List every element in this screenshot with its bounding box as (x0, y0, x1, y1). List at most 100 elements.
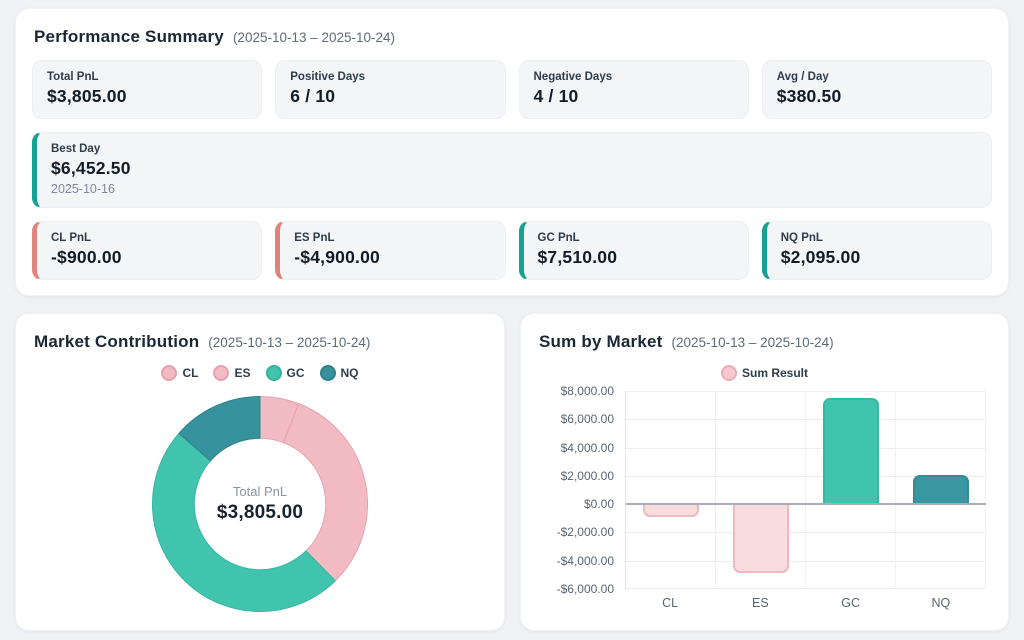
y-tick-label: $6,000.00 (560, 412, 614, 427)
best-day-tile: Best Day $6,452.50 2025-10-16 (32, 132, 992, 208)
bar-GC (823, 397, 879, 505)
stat-label: Avg / Day (776, 71, 829, 83)
market-tile-es-pnl: ES PnL -$4,900.00 (275, 221, 506, 280)
sum-result-swatch-icon (720, 365, 737, 381)
donut-slice-NQ (178, 395, 261, 462)
market-tile-value: -$900.00 (51, 247, 122, 267)
bar-ES (733, 505, 789, 574)
market-tile-label: GC PnL (537, 232, 580, 244)
bar-plot-area (625, 391, 986, 589)
market-contribution-title: Market Contribution (34, 332, 200, 351)
sum-by-market-title: Sum by Market (539, 332, 663, 351)
bar-chart: $8,000.00 $6,000.00 $4,000.00 $2,000.00 $0.0… (537, 384, 992, 596)
market-tile-value: -$4,900.00 (294, 247, 380, 267)
vertical-gridline (895, 391, 896, 589)
donut-slice-GC (151, 432, 337, 613)
donut-legend: CL ES GC NQ (32, 365, 488, 381)
gridline (626, 560, 986, 562)
gc-swatch-icon (265, 365, 282, 381)
market-contribution-date-range: (2025-10-13 – 2025-10-24) (208, 335, 371, 350)
legend-label: GC (286, 366, 305, 380)
x-tick-label: CL (662, 596, 679, 610)
zero-line (626, 503, 986, 506)
stat-value: $3,805.00 (47, 86, 127, 106)
donut-slice-ES (282, 402, 369, 582)
donut-center-text: Total PnL $3,805.00 (217, 484, 303, 524)
market-tile-label: NQ PnL (780, 232, 823, 244)
bar-CL (643, 505, 699, 517)
market-tile-value: $2,095.00 (780, 247, 861, 267)
legend-item-sum-result[interactable]: Sum Result (720, 365, 808, 381)
vertical-gridline (715, 391, 716, 589)
market-tile-cl-pnl: CL PnL -$900.00 (32, 221, 263, 280)
sum-by-market-date-range: (2025-10-13 – 2025-10-24) (671, 335, 834, 350)
gridline (626, 588, 986, 589)
y-tick-label: -$2,000.00 (556, 525, 614, 540)
bottom-row: Market Contribution (2025-10-13 – 2025-1… (15, 313, 1009, 631)
stat-tile-positive-days: Positive Days 6 / 10 (275, 60, 506, 119)
vertical-gridline (985, 391, 986, 589)
y-tick-label: $2,000.00 (560, 468, 614, 483)
gridline (626, 475, 986, 477)
best-day-date: 2025-10-16 (51, 182, 115, 196)
stat-tile-negative-days: Negative Days 4 / 10 (518, 60, 749, 119)
performance-summary-date-range: (2025-10-13 – 2025-10-24) (232, 30, 396, 45)
donut-center-value: $3,805.00 (216, 502, 304, 523)
bar-NQ (913, 474, 969, 505)
stats-row: Total PnL $3,805.00 Positive Days 6 / 10… (32, 60, 992, 119)
es-swatch-icon (213, 365, 230, 381)
sum-by-market-card: Sum by Market (2025-10-13 – 2025-10-24) … (520, 313, 1009, 631)
stat-value: 6 / 10 (290, 86, 336, 106)
gridline (626, 532, 986, 534)
gridline (626, 391, 986, 392)
vertical-gridline (805, 391, 806, 589)
donut-chart: Total PnL $3,805.00 (32, 391, 488, 617)
donut-chart-svg (151, 395, 369, 613)
y-axis-labels: $8,000.00 $6,000.00 $4,000.00 $2,000.00 $0.0… (537, 384, 625, 596)
stat-value: $380.50 (776, 86, 842, 106)
sum-by-market-header: Sum by Market (2025-10-13 – 2025-10-24) (539, 332, 990, 352)
performance-summary-title: Performance Summary (34, 27, 224, 46)
legend-label: Sum Result (741, 366, 808, 380)
legend-item-cl[interactable]: CL (161, 365, 198, 381)
stat-label: Negative Days (533, 71, 613, 83)
best-day-value: $6,452.50 (51, 158, 131, 178)
legend-label: CL (182, 366, 199, 380)
donut-center-label: Total PnL (232, 484, 288, 499)
market-contribution-card: Market Contribution (2025-10-13 – 2025-1… (15, 313, 505, 631)
market-tile-gc-pnl: GC PnL $7,510.00 (518, 221, 749, 280)
market-contribution-header: Market Contribution (2025-10-13 – 2025-1… (34, 332, 486, 352)
market-tile-label: CL PnL (51, 232, 92, 244)
market-tile-value: $7,510.00 (537, 247, 618, 267)
legend-item-gc[interactable]: GC (265, 365, 305, 381)
performance-summary-card: Performance Summary (2025-10-13 – 2025-1… (15, 8, 1009, 296)
best-day-label: Best Day (51, 143, 101, 155)
stat-value: 4 / 10 (533, 86, 579, 106)
x-tick-label: GC (841, 596, 860, 610)
gridline (626, 447, 986, 449)
y-tick-label: -$6,000.00 (556, 582, 614, 596)
x-tick-label: NQ (931, 596, 951, 610)
legend-item-es[interactable]: ES (213, 365, 251, 381)
x-tick-label: ES (752, 596, 769, 610)
market-tile-label: ES PnL (294, 232, 335, 244)
stat-tile-avg-day: Avg / Day $380.50 (761, 60, 992, 119)
market-tile-nq-pnl: NQ PnL $2,095.00 (761, 221, 992, 280)
gridline (626, 419, 986, 421)
bar-legend: Sum Result (537, 365, 992, 381)
cl-swatch-icon (161, 365, 178, 381)
legend-label: NQ (340, 366, 359, 380)
nq-swatch-icon (319, 365, 336, 381)
legend-item-nq[interactable]: NQ (319, 365, 359, 381)
stat-tile-total-pnl: Total PnL $3,805.00 (32, 60, 263, 119)
legend-label: ES (234, 366, 251, 380)
stat-label: Total PnL (47, 71, 99, 83)
stat-label: Positive Days (290, 71, 366, 83)
y-tick-label: -$4,000.00 (556, 553, 614, 568)
y-tick-label: $0.00 (583, 497, 614, 512)
market-pnl-row: CL PnL -$900.00 ES PnL -$4,900.00 GC PnL… (32, 221, 992, 280)
performance-summary-header: Performance Summary (2025-10-13 – 2025-1… (34, 27, 990, 47)
x-axis-labels: CL ES GC NQ (625, 596, 992, 610)
y-tick-label: $8,000.00 (560, 384, 614, 398)
